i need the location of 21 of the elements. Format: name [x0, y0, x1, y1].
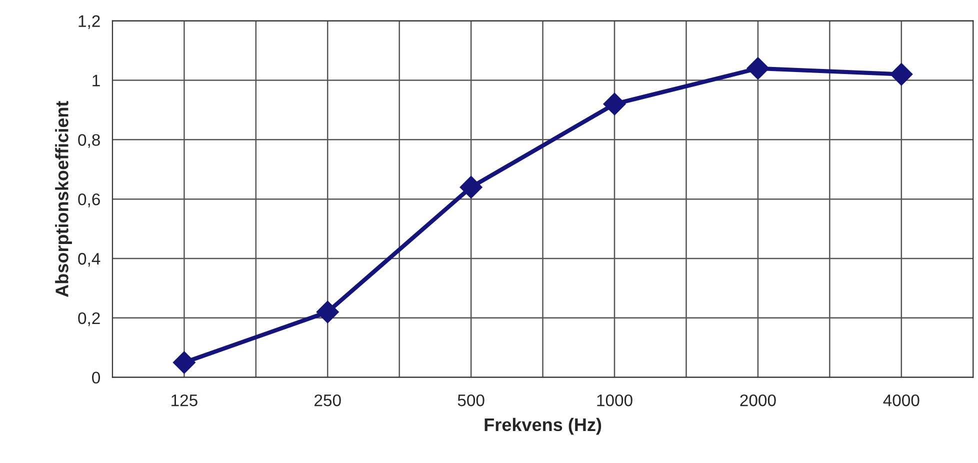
y-tick-label: 0,6: [78, 193, 100, 208]
point: [172, 351, 196, 374]
y-tick-label: 1,2: [78, 15, 100, 30]
y-tick-label: 0: [92, 372, 100, 384]
point: [890, 62, 913, 86]
x-tick-label: 250: [314, 394, 341, 406]
point: [746, 57, 770, 80]
point: [603, 92, 626, 116]
y-tick-label: 0,4: [78, 252, 100, 267]
x-tick-label: 125: [172, 394, 198, 406]
point: [316, 300, 339, 324]
x-tick-label: 1000: [597, 394, 632, 406]
x-tick-label: 4000: [883, 394, 920, 406]
y-tick-label: 0,2: [78, 312, 100, 326]
y-tick-label: 1: [92, 74, 100, 86]
x-tick-label: 2000: [740, 394, 776, 406]
x-axis-title: Frekvens (Hz): [484, 418, 602, 435]
y-tick-label: 0,8: [78, 134, 100, 148]
y-axis-title: Absorptionskoefficient: [55, 100, 72, 297]
x-tick-label: 500: [458, 394, 484, 406]
point: [460, 176, 482, 199]
